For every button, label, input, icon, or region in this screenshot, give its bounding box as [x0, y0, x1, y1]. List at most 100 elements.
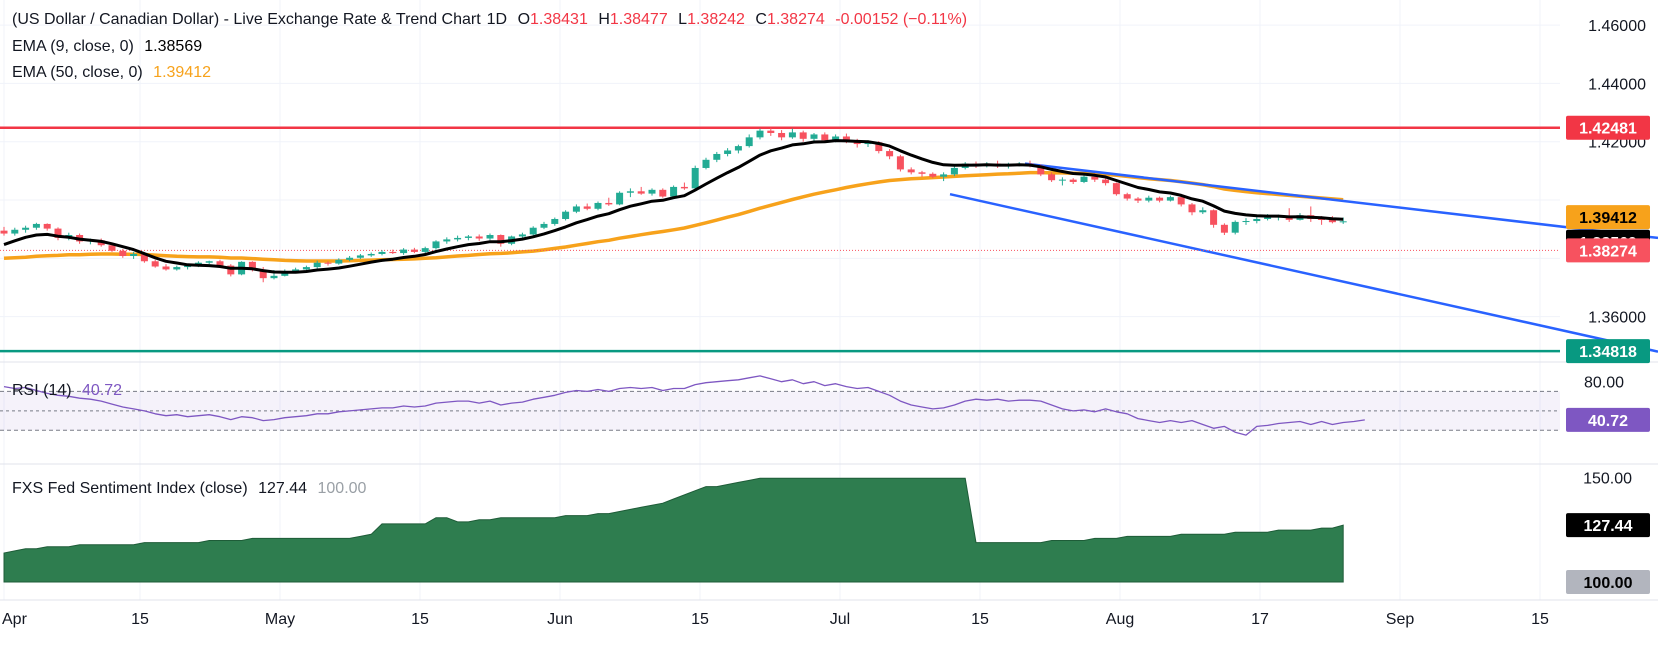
ema50-legend-label: EMA (50, close, 0) — [12, 64, 143, 81]
sentiment-value-label: 127.44 — [1566, 513, 1650, 538]
candle-body — [1091, 176, 1099, 180]
candle-body — [119, 250, 127, 257]
sentiment-baseline-label-text: 100.00 — [1584, 575, 1633, 592]
candle — [1242, 218, 1250, 225]
candle-body — [886, 151, 894, 157]
candle-body — [756, 130, 764, 138]
candle-body — [151, 261, 159, 267]
support-price-label: 1.34818 — [1566, 339, 1650, 364]
candle — [410, 247, 418, 254]
candle-body — [335, 259, 343, 264]
candle — [1048, 172, 1056, 182]
candle-body — [11, 229, 19, 234]
ema50-price-label-bg — [1566, 205, 1650, 230]
candle — [0, 226, 8, 236]
candle-body — [0, 230, 8, 234]
x-tick-label: 15 — [1531, 611, 1549, 628]
candle-body — [648, 189, 656, 194]
candle-body — [778, 132, 786, 138]
last-close-price-label-text: 1.38274 — [1579, 243, 1637, 260]
candle — [54, 227, 62, 241]
x-tick-label: 15 — [411, 611, 429, 628]
candle — [616, 191, 624, 206]
candle-body — [616, 192, 624, 205]
rsi-legend: RSI (14) 40.72 — [12, 382, 128, 400]
candle-body — [918, 172, 926, 174]
candle-body — [551, 218, 559, 224]
candle-body — [572, 206, 580, 212]
candle-body — [432, 241, 440, 249]
candle — [22, 225, 30, 233]
candle-body — [324, 262, 332, 264]
candle — [432, 240, 440, 250]
sentiment-baseline-label-bg — [1566, 570, 1650, 594]
rsi-value-label-text: 40.72 — [1588, 413, 1628, 430]
candle — [734, 144, 742, 154]
candle-body — [1123, 194, 1131, 199]
candle — [324, 261, 332, 266]
change-label: -0.00152 (−0.11%) — [835, 11, 968, 28]
x-tick-label: Aug — [1106, 611, 1134, 628]
candle — [713, 151, 721, 163]
sentiment-legend-value: 127.44 — [258, 480, 308, 497]
candle-body — [1048, 174, 1056, 181]
candle-body — [896, 156, 904, 170]
candle — [1134, 197, 1142, 203]
candle-body — [454, 237, 462, 240]
candle — [454, 235, 462, 242]
sentiment-baseline-label: 100.00 — [1566, 570, 1650, 594]
y-tick-label: 1.36000 — [1588, 310, 1646, 327]
x-tick-label: Jun — [547, 611, 573, 628]
ema50-legend: EMA (50, close, 0) 1.39412 — [12, 64, 217, 82]
candle-body — [842, 136, 850, 142]
candle — [1145, 195, 1153, 203]
candle-body — [421, 248, 429, 252]
candle — [119, 249, 127, 258]
candle — [940, 172, 948, 182]
candle — [1199, 207, 1207, 215]
candle-body — [356, 255, 364, 258]
candle — [572, 204, 580, 214]
last-close-price-label-bg — [1566, 238, 1650, 263]
candle — [583, 203, 591, 211]
candle-body — [691, 167, 699, 189]
candle-body — [292, 269, 300, 272]
candle-body — [702, 159, 710, 168]
candle — [1069, 178, 1077, 184]
candle-body — [248, 261, 256, 270]
sentiment-legend-baseline: 100.00 — [317, 480, 367, 497]
candle — [821, 132, 829, 142]
candle-body — [475, 236, 483, 239]
candle — [648, 188, 656, 196]
candle-body — [810, 134, 818, 139]
candle — [1123, 192, 1131, 201]
candle-body — [389, 251, 397, 254]
y-tick-label: 1.44000 — [1588, 76, 1646, 93]
sentiment-y-tick-label: 150.00 — [1583, 470, 1632, 487]
candle-body — [940, 174, 948, 177]
candle — [670, 185, 678, 198]
candle-body — [1037, 165, 1045, 175]
candle-body — [583, 206, 591, 209]
candle-body — [659, 189, 667, 197]
candle — [1220, 223, 1228, 236]
ema9-line — [3, 139, 1344, 274]
low-label: L1.38242 — [678, 11, 745, 28]
candle-body — [1080, 176, 1088, 182]
ema50-legend-value: 1.39412 — [153, 64, 212, 81]
candle — [724, 148, 732, 157]
candle-body — [907, 169, 915, 173]
ema50-price-label-text: 1.39412 — [1579, 210, 1637, 227]
sentiment-legend: FXS Fed Sentiment Index (close) 127.44 1… — [12, 480, 372, 498]
candle — [130, 251, 138, 259]
rsi-line — [3, 375, 1365, 436]
candle-body — [1166, 197, 1174, 201]
sentiment-value-label-bg — [1566, 513, 1650, 538]
candle-body — [626, 191, 634, 193]
candle — [799, 130, 807, 142]
resistance-price-label: 1.42481 — [1566, 115, 1650, 140]
candle — [756, 128, 764, 140]
candle-body — [594, 202, 602, 209]
candle — [1058, 177, 1066, 186]
